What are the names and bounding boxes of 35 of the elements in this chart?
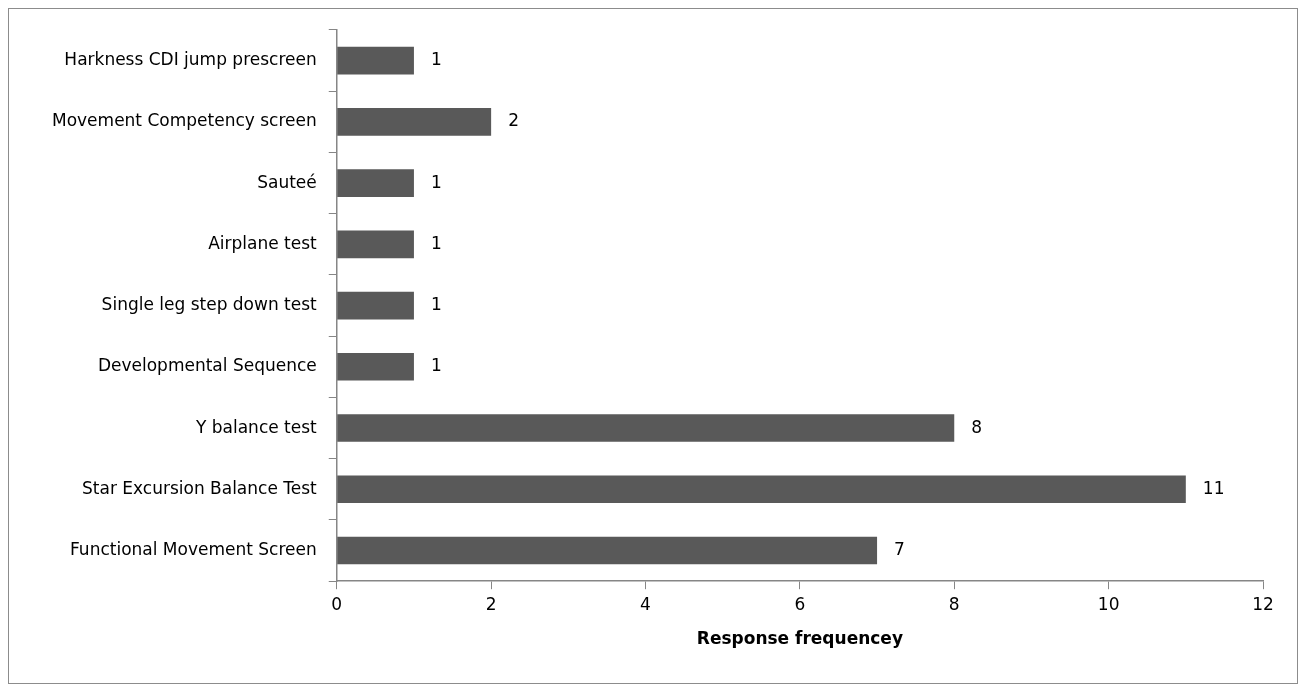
- y-tick-label: Airplane test: [208, 232, 318, 253]
- data-label: 8: [971, 416, 983, 437]
- y-tick-label: Harkness CDI jump prescreen: [64, 49, 317, 70]
- x-tick-label: 4: [640, 593, 651, 614]
- data-label: 2: [508, 110, 519, 131]
- bar: [337, 169, 414, 197]
- bar: [337, 414, 955, 442]
- bar: [337, 46, 414, 75]
- x-tick-label: 8: [948, 593, 960, 614]
- y-tick-label: Single leg step down test: [101, 294, 318, 315]
- bar: [337, 475, 1186, 504]
- y-tick-label: Sauteé: [257, 171, 317, 192]
- bar: [337, 291, 414, 320]
- bar: [337, 353, 414, 381]
- x-tick-label: 12: [1252, 593, 1274, 614]
- x-tick-label: 2: [485, 593, 497, 614]
- data-label: 11: [1202, 477, 1225, 498]
- y-tick-label: Star Excursion Balance Test: [82, 477, 318, 498]
- bar: [337, 108, 492, 136]
- x-axis-title: Response frequencey: [696, 628, 903, 649]
- x-tick-label: 10: [1097, 593, 1120, 614]
- bar: [337, 536, 878, 565]
- y-tick-label: Y balance test: [194, 416, 318, 437]
- data-label: 1: [430, 294, 442, 315]
- y-tick-label: Movement Competency screen: [51, 110, 317, 131]
- data-label: 7: [894, 539, 905, 559]
- y-tick-label: Functional Movement Screen: [70, 539, 317, 559]
- data-label: 1: [430, 355, 442, 376]
- y-tick-label: Developmental Sequence: [97, 355, 317, 376]
- x-tick-label: 6: [794, 593, 806, 614]
- data-label: 1: [430, 232, 442, 253]
- x-tick-label: 0: [331, 593, 343, 614]
- data-label: 1: [430, 171, 442, 192]
- bar: [337, 230, 414, 259]
- data-label: 1: [430, 49, 442, 70]
